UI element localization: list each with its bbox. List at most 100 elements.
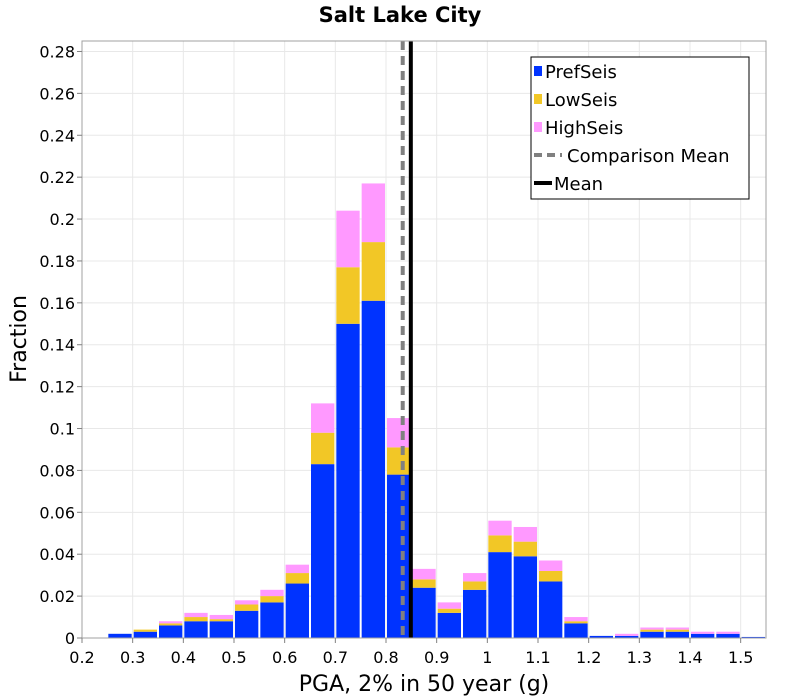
bar-lowseis	[412, 579, 436, 588]
bar-prefseis	[564, 623, 588, 638]
legend-swatch-prefseis	[534, 66, 542, 76]
bar-prefseis	[589, 635, 613, 638]
bar-lowseis	[640, 629, 664, 632]
x-tick-label: 0.9	[424, 648, 449, 667]
bar-lowseis	[184, 617, 208, 622]
bar-highseis	[437, 602, 461, 609]
x-tick-label: 1.1	[525, 648, 550, 667]
bar-prefseis	[235, 610, 259, 638]
bar-highseis	[235, 600, 259, 605]
bar-prefseis	[285, 583, 309, 638]
bar-prefseis	[108, 633, 132, 638]
bar-prefseis	[260, 602, 284, 638]
bar-highseis	[640, 627, 664, 630]
bar-lowseis	[463, 581, 487, 590]
legend-label: HighSeis	[545, 118, 623, 139]
bar-lowseis	[260, 596, 284, 603]
x-tick-label: 1.4	[677, 648, 702, 667]
x-tick-label: 0.8	[373, 648, 398, 667]
bar-prefseis	[311, 464, 335, 638]
bar-prefseis	[387, 474, 411, 638]
y-tick-label: 0.1	[50, 420, 75, 439]
legend-label: LowSeis	[545, 90, 617, 111]
x-tick-label: 0.6	[272, 648, 297, 667]
bar-highseis	[159, 621, 183, 624]
stacked-bars	[108, 183, 765, 638]
bar-highseis	[311, 403, 335, 433]
bar-prefseis	[741, 636, 765, 638]
plot-frame	[81, 40, 767, 639]
x-tick-label: 0.5	[221, 648, 246, 667]
bar-highseis	[285, 564, 309, 574]
bar-highseis	[336, 210, 360, 268]
y-tick-label: 0.16	[39, 294, 75, 313]
x-tick-label: 1.2	[576, 648, 601, 667]
x-tick-label: 0.3	[120, 648, 145, 667]
y-axis-label: Fraction	[7, 295, 32, 383]
legend-box	[530, 56, 750, 200]
bar-prefseis	[615, 635, 639, 638]
bar-highseis	[615, 633, 639, 636]
y-tick-label: 0.22	[39, 168, 75, 187]
bar-lowseis	[437, 608, 461, 613]
bar-highseis	[691, 631, 715, 634]
bar-highseis	[463, 573, 487, 582]
bar-lowseis	[564, 621, 588, 624]
bar-prefseis	[159, 625, 183, 638]
y-tick-label: 0.12	[39, 378, 75, 397]
bar-highseis	[488, 520, 512, 536]
y-axis-ticks: 0 0.02 0.04 0.06 0.08 0.1 0.12 0.14 0.16 0.18 0.2 0…	[39, 42, 82, 648]
bar-lowseis	[665, 629, 689, 632]
bar-highseis	[539, 560, 563, 571]
bar-prefseis	[133, 631, 157, 638]
y-tick-label: 0.08	[39, 461, 75, 480]
bar-prefseis	[488, 552, 512, 638]
x-tick-label: 0.7	[323, 648, 348, 667]
bar-prefseis	[665, 631, 689, 638]
x-tick-label: 1.3	[627, 648, 652, 667]
legend-label: PrefSeis	[545, 62, 617, 83]
bar-highseis	[260, 589, 284, 597]
bar-prefseis	[412, 587, 436, 638]
bar-prefseis	[691, 633, 715, 638]
legend: PrefSeis LowSeis HighSeis Comparison Mean Me…	[530, 56, 750, 200]
bar-lowseis	[336, 267, 360, 324]
y-tick-label: 0.06	[39, 503, 75, 522]
bar-prefseis	[513, 556, 537, 638]
legend-label: Mean	[554, 174, 603, 195]
bar-prefseis	[336, 323, 360, 638]
bar-prefseis	[184, 621, 208, 638]
bar-prefseis	[539, 581, 563, 638]
bar-highseis	[716, 631, 740, 634]
x-tick-label: 0.4	[171, 648, 196, 667]
bar-prefseis	[209, 621, 233, 638]
bar-lowseis	[488, 535, 512, 553]
chart-title: Salt Lake City	[319, 3, 482, 27]
bar-prefseis	[463, 589, 487, 638]
bar-highseis	[412, 568, 436, 580]
bar-lowseis	[361, 242, 385, 301]
x-tick-label: 1	[482, 648, 492, 667]
bar-lowseis	[513, 541, 537, 557]
x-axis-ticks: 0.2 0.3 0.4 0.5 0.6 0.7 0.8 0.9 1 1.1 1.2 1.3 1.4 1.5	[69, 638, 753, 667]
bar-prefseis	[716, 633, 740, 638]
bar-highseis	[665, 627, 689, 630]
legend-swatch-lowseis	[534, 94, 542, 104]
bar-prefseis	[640, 631, 664, 638]
bar-prefseis	[361, 300, 385, 638]
bar-highseis	[387, 418, 411, 448]
bar-lowseis	[209, 619, 233, 622]
bar-highseis	[513, 526, 537, 542]
y-tick-label: 0.26	[39, 84, 75, 103]
y-tick-label: 0.04	[39, 545, 75, 564]
x-axis-label: PGA, 2% in 50 year (g)	[299, 672, 550, 697]
y-tick-label: 0.2	[50, 210, 75, 229]
y-tick-label: 0.14	[39, 336, 75, 355]
y-tick-label: 0	[65, 629, 75, 648]
mean-lines	[400, 41, 413, 638]
bar-lowseis	[235, 604, 259, 611]
bar-lowseis	[539, 570, 563, 582]
bar-lowseis	[387, 447, 411, 475]
legend-swatch-highseis	[534, 122, 542, 132]
